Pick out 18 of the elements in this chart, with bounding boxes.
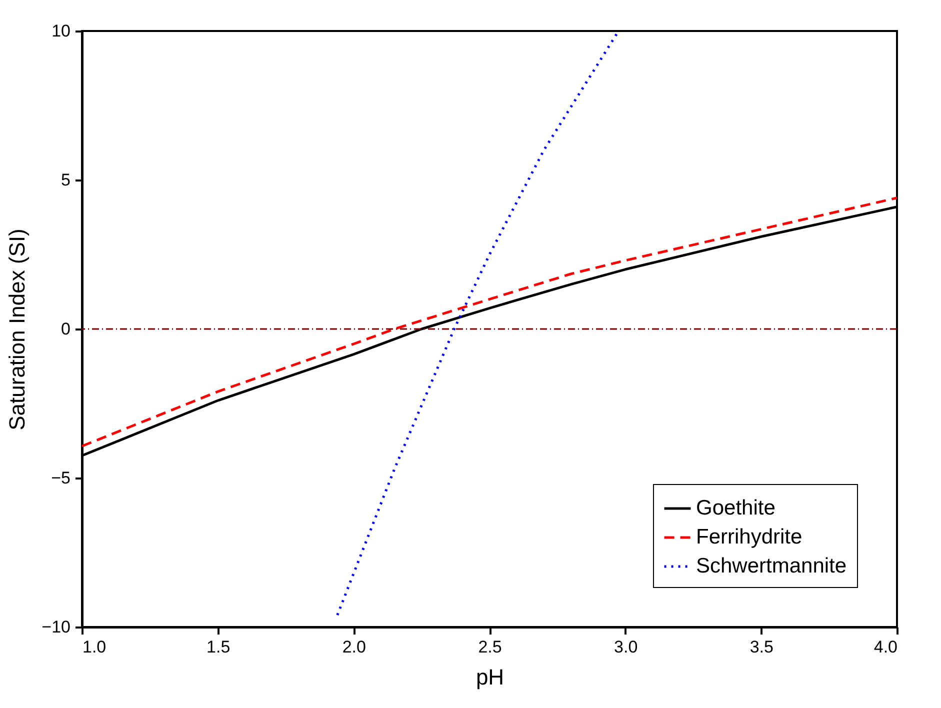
line-series bbox=[336, 31, 620, 616]
x-tick-label: 4.0 bbox=[874, 638, 898, 656]
y-tick-label: 10 bbox=[52, 22, 70, 40]
legend-label: Goethite bbox=[696, 496, 776, 520]
x-tick-label: 2.5 bbox=[478, 638, 502, 656]
y-tick-label: 0 bbox=[61, 320, 70, 338]
y-tick-label: −10 bbox=[42, 618, 70, 636]
y-tick-label: −5 bbox=[51, 468, 70, 488]
legend-label: Ferrihydrite bbox=[696, 526, 802, 548]
x-tick-label: 2.0 bbox=[342, 638, 366, 656]
x-tick-label: 3.5 bbox=[750, 638, 774, 656]
x-tick-label: 1.0 bbox=[82, 638, 106, 656]
x-tick-label: 1.5 bbox=[206, 638, 230, 656]
x-axis-title: pH bbox=[476, 664, 504, 690]
legend-label: Schwertmannite bbox=[696, 554, 847, 578]
x-tick-label: 3.0 bbox=[614, 638, 638, 656]
y-tick-label: 5 bbox=[61, 170, 70, 190]
y-axis-title: Saturation Index (SI) bbox=[4, 228, 30, 430]
